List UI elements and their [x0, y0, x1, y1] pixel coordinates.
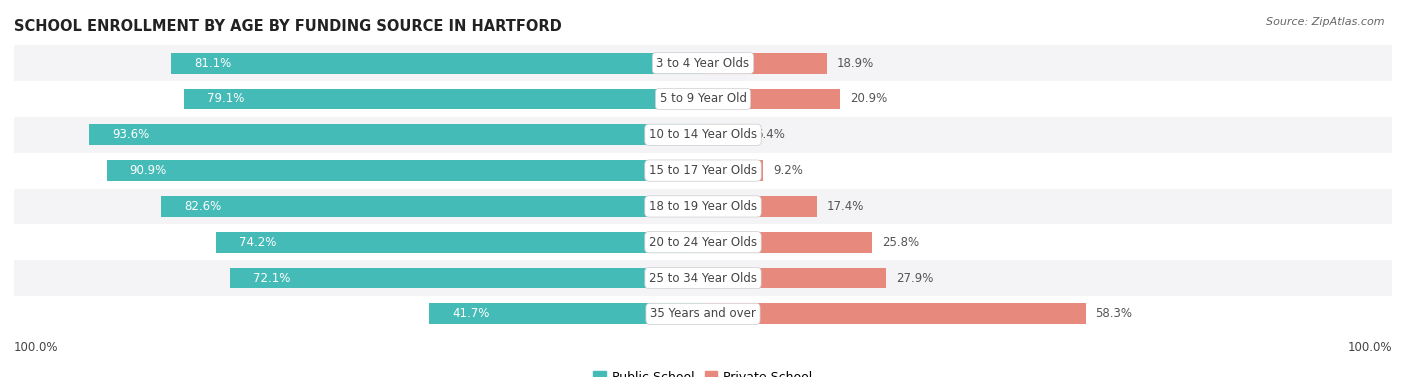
Text: 81.1%: 81.1%	[194, 57, 231, 70]
Text: 6.4%: 6.4%	[755, 128, 785, 141]
Text: 100.0%: 100.0%	[14, 341, 59, 354]
Bar	[162, 196, 703, 217]
Legend: Public School, Private School: Public School, Private School	[588, 366, 818, 377]
Text: 25 to 34 Year Olds: 25 to 34 Year Olds	[650, 271, 756, 285]
Text: 58.3%: 58.3%	[1095, 307, 1132, 320]
Bar	[0, 188, 1406, 224]
Text: 25.8%: 25.8%	[882, 236, 920, 249]
Bar	[217, 232, 703, 253]
Text: 72.1%: 72.1%	[253, 271, 290, 285]
Bar	[107, 160, 703, 181]
Bar	[231, 268, 703, 288]
Bar	[0, 260, 1406, 296]
Text: 100.0%: 100.0%	[1347, 341, 1392, 354]
Bar	[703, 124, 745, 145]
Text: 82.6%: 82.6%	[184, 200, 221, 213]
Bar	[703, 160, 763, 181]
Bar	[0, 296, 1406, 332]
Bar	[89, 124, 703, 145]
Bar	[429, 303, 703, 324]
Bar	[703, 268, 886, 288]
Bar	[0, 117, 1406, 153]
Text: SCHOOL ENROLLMENT BY AGE BY FUNDING SOURCE IN HARTFORD: SCHOOL ENROLLMENT BY AGE BY FUNDING SOUR…	[14, 19, 562, 34]
Text: Source: ZipAtlas.com: Source: ZipAtlas.com	[1267, 17, 1385, 27]
Text: 18 to 19 Year Olds: 18 to 19 Year Olds	[650, 200, 756, 213]
Bar	[703, 196, 817, 217]
Bar	[703, 232, 872, 253]
Bar	[703, 53, 827, 74]
Text: 10 to 14 Year Olds: 10 to 14 Year Olds	[650, 128, 756, 141]
Bar	[703, 89, 841, 109]
Text: 90.9%: 90.9%	[129, 164, 167, 177]
Text: 27.9%: 27.9%	[896, 271, 934, 285]
Bar	[0, 153, 1406, 188]
Text: 9.2%: 9.2%	[773, 164, 803, 177]
Bar	[0, 224, 1406, 260]
Bar	[184, 89, 703, 109]
Text: 79.1%: 79.1%	[207, 92, 245, 106]
Text: 18.9%: 18.9%	[837, 57, 875, 70]
Text: 15 to 17 Year Olds: 15 to 17 Year Olds	[650, 164, 756, 177]
Text: 20.9%: 20.9%	[851, 92, 887, 106]
Text: 41.7%: 41.7%	[453, 307, 489, 320]
Text: 74.2%: 74.2%	[239, 236, 277, 249]
Bar	[0, 45, 1406, 81]
Text: 17.4%: 17.4%	[827, 200, 865, 213]
Bar	[0, 81, 1406, 117]
Text: 20 to 24 Year Olds: 20 to 24 Year Olds	[650, 236, 756, 249]
Text: 3 to 4 Year Olds: 3 to 4 Year Olds	[657, 57, 749, 70]
Text: 5 to 9 Year Old: 5 to 9 Year Old	[659, 92, 747, 106]
Bar	[703, 303, 1085, 324]
Bar	[172, 53, 703, 74]
Text: 35 Years and over: 35 Years and over	[650, 307, 756, 320]
Text: 93.6%: 93.6%	[112, 128, 149, 141]
